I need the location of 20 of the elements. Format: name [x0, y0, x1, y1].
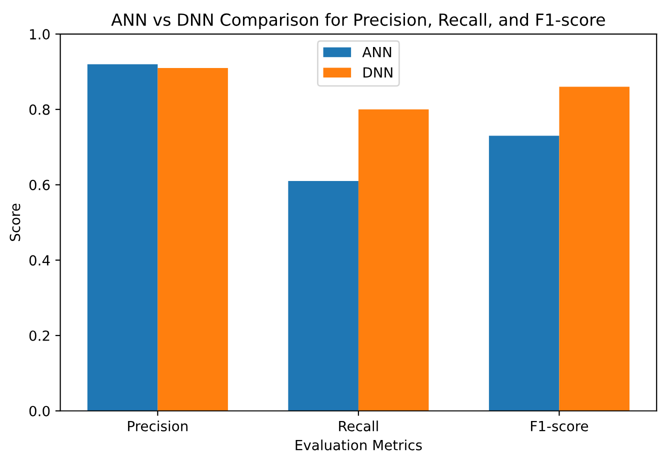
y-tick-label: 1.0 — [30, 29, 50, 40]
bar — [488, 136, 560, 411]
chart-title: ANN vs DNN Comparison for Precision, Recall, and F1-score — [111, 13, 605, 30]
x-tick-label: F1-score — [531, 421, 588, 432]
x-tick-label: Precision — [128, 420, 188, 432]
bar — [158, 68, 228, 411]
y-axis-title: Score — [10, 204, 20, 241]
x-axis-title: Evaluation Metrics — [296, 440, 422, 450]
bar — [87, 64, 158, 411]
bar — [358, 109, 429, 411]
legend-label: DNN — [364, 67, 392, 78]
y-tick-label: 0.4 — [29, 255, 50, 266]
bar — [559, 86, 630, 411]
legend-label: ANN — [362, 46, 392, 58]
y-tick-label: 0.2 — [29, 330, 50, 341]
y-tick-label: 0.8 — [29, 104, 50, 115]
y-tick-label: 0.6 — [29, 180, 50, 190]
x-tick-label: Recall — [339, 420, 378, 432]
y-tick-label: 0.0 — [29, 406, 50, 416]
bar — [288, 181, 358, 411]
